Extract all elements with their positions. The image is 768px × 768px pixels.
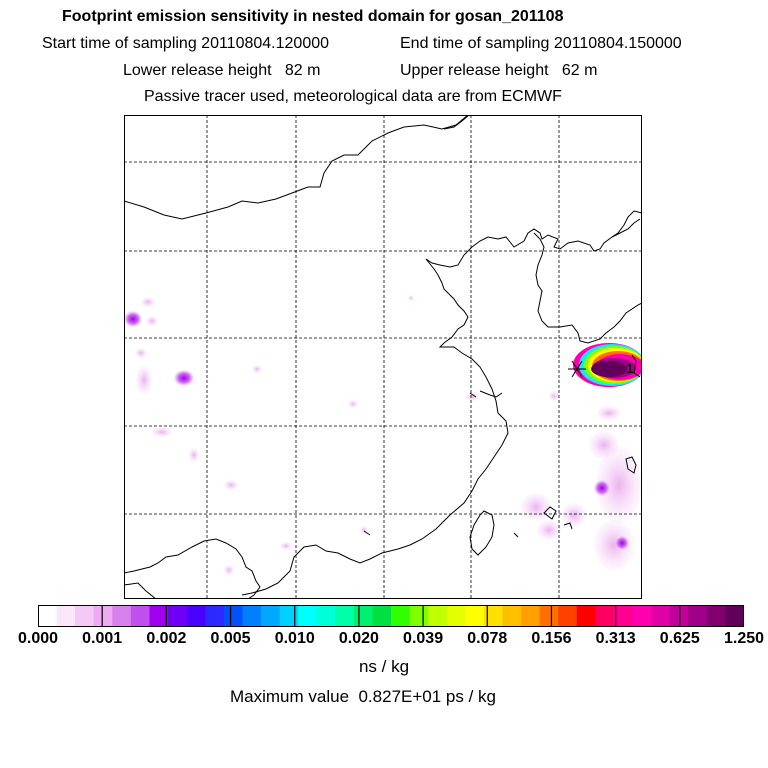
graticule xyxy=(124,115,642,599)
lower-height-label: Lower release height 82 m xyxy=(123,62,321,79)
colorbar-swatch xyxy=(558,605,578,627)
colorbar-swatch xyxy=(483,605,503,627)
colorbar-tick-label: 0.020 xyxy=(338,630,379,647)
colorbar-frame xyxy=(38,605,744,627)
colorbar-swatch xyxy=(93,605,113,627)
colorbar-swatch xyxy=(446,605,466,627)
colorbar-swatch xyxy=(75,605,95,627)
colorbar-swatch xyxy=(112,605,132,627)
colorbar-swatch xyxy=(205,605,225,627)
colorbar-swatch xyxy=(706,605,726,627)
colorbar-swatch xyxy=(502,605,522,627)
colorbar-tick-label: 0.313 xyxy=(595,630,636,647)
colorbar-swatch xyxy=(521,605,541,627)
maximum-value-label: Maximum value 0.827E+01 ps / kg xyxy=(230,687,496,706)
colorbar-swatch xyxy=(539,605,559,627)
colorbar-swatch xyxy=(576,605,596,627)
colorbar-swatch xyxy=(186,605,206,627)
colorbar-tick-label: 0.005 xyxy=(210,630,251,647)
release-plume: 1 xyxy=(568,343,642,387)
colorbar xyxy=(38,605,744,627)
colorbar-swatch xyxy=(391,605,411,627)
colorbar-swatch xyxy=(595,605,615,627)
end-time-label: End time of sampling 20110804.150000 xyxy=(400,35,682,52)
colorbar-tick-label: 0.156 xyxy=(531,630,572,647)
colorbar-swatch xyxy=(242,605,262,627)
colorbar-tick-label: 0.000 xyxy=(17,630,59,647)
start-time-label: Start time of sampling 20110804.120000 xyxy=(42,35,330,52)
colorbar-swatch xyxy=(372,605,392,627)
colorbar-swatch xyxy=(260,605,281,627)
upper-height-label: Upper release height 62 m xyxy=(400,62,598,79)
colorbar-swatch xyxy=(465,605,485,627)
release-marker-label: 1 xyxy=(626,361,633,376)
colorbar-swatch xyxy=(149,605,169,627)
colorbar-tick-label: 0.078 xyxy=(467,630,508,647)
colorbar-tick-label: 0.039 xyxy=(403,630,444,647)
colorbar-swatch xyxy=(409,605,429,627)
colorbar-swatch xyxy=(279,605,299,627)
colorbar-swatch xyxy=(316,605,336,627)
colorbar-swatch xyxy=(56,605,76,627)
colorbar-swatch xyxy=(725,605,744,627)
colorbar-swatch xyxy=(168,605,188,627)
colorbar-unit: ns / kg xyxy=(358,657,410,676)
colorbar-swatch xyxy=(688,605,708,627)
colorbar-tick-label: 1.250 xyxy=(723,630,765,647)
colorbar-swatch xyxy=(651,605,671,627)
sensitivity-field xyxy=(124,295,642,575)
colorbar-swatch xyxy=(613,605,634,627)
colorbar-swatch xyxy=(353,605,373,627)
colorbar-swatch xyxy=(428,605,448,627)
colorbar-swatch xyxy=(223,605,243,627)
colorbar-swatch xyxy=(298,605,318,627)
colorbar-tick-label: 0.001 xyxy=(82,630,123,647)
colorbar-swatch xyxy=(38,605,58,627)
colorbar-swatch xyxy=(632,605,652,627)
colorbar-swatch xyxy=(130,605,150,627)
footprint-map: 1 xyxy=(124,115,642,599)
tracer-note: Passive tracer used, meteorological data… xyxy=(144,88,562,105)
colorbar-tick-label: 0.002 xyxy=(146,630,187,647)
coastlines xyxy=(124,115,642,599)
plot-title: Footprint emission sensitivity in nested… xyxy=(62,8,564,25)
colorbar-tick-label: 0.625 xyxy=(659,630,700,647)
colorbar-swatch xyxy=(335,605,355,627)
colorbar-tick-label: 0.010 xyxy=(274,630,315,647)
